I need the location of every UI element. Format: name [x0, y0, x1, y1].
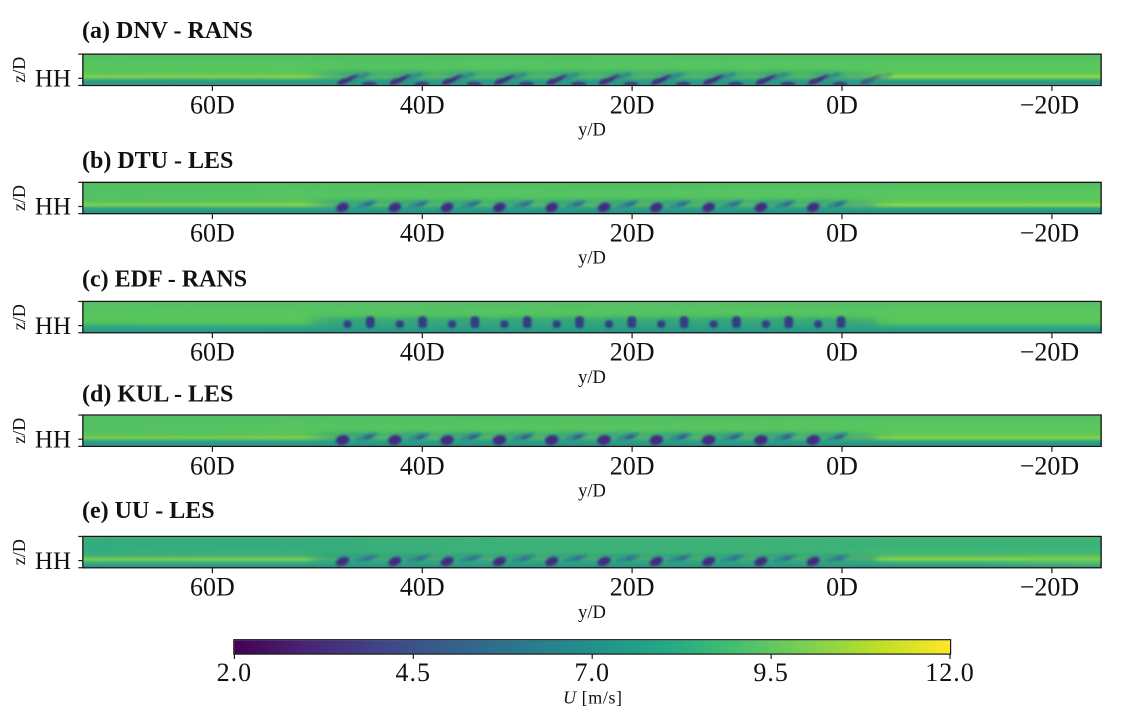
svg-text:7.0: 7.0 — [574, 658, 610, 687]
svg-text:60D: 60D — [190, 219, 235, 248]
svg-text:z/D: z/D — [9, 185, 29, 211]
svg-text:20D: 20D — [610, 573, 655, 602]
svg-text:0D: 0D — [826, 573, 858, 602]
svg-text:60D: 60D — [190, 90, 235, 119]
svg-text:z/D: z/D — [9, 304, 29, 330]
svg-text:y/D: y/D — [578, 603, 606, 623]
svg-text:20D: 20D — [610, 219, 655, 248]
svg-text:20D: 20D — [610, 451, 655, 480]
svg-text:−20D: −20D — [1020, 219, 1079, 248]
svg-text:HH: HH — [35, 548, 71, 575]
svg-text:−20D: −20D — [1020, 338, 1079, 367]
svg-text:40D: 40D — [400, 451, 445, 480]
svg-text:0D: 0D — [826, 90, 858, 119]
svg-text:(e) UU - LES: (e) UU - LES — [82, 498, 215, 524]
svg-text:60D: 60D — [190, 573, 235, 602]
svg-text:(a) DNV - RANS: (a) DNV - RANS — [82, 18, 253, 44]
svg-text:60D: 60D — [190, 451, 235, 480]
svg-text:HH: HH — [35, 66, 71, 93]
svg-text:U [m/s]: U [m/s] — [563, 687, 623, 707]
svg-text:0D: 0D — [826, 451, 858, 480]
svg-text:0D: 0D — [826, 338, 858, 367]
svg-text:z/D: z/D — [9, 57, 29, 83]
svg-text:40D: 40D — [400, 219, 445, 248]
svg-text:(d) KUL - LES: (d) KUL - LES — [82, 382, 233, 408]
svg-text:HH: HH — [35, 313, 71, 340]
svg-text:y/D: y/D — [578, 368, 606, 388]
svg-text:−20D: −20D — [1020, 90, 1079, 119]
svg-text:z/D: z/D — [9, 539, 29, 565]
svg-text:y/D: y/D — [578, 121, 606, 141]
svg-text:40D: 40D — [400, 90, 445, 119]
svg-text:40D: 40D — [400, 338, 445, 367]
svg-text:12.0: 12.0 — [925, 658, 975, 687]
svg-text:z/D: z/D — [9, 418, 29, 444]
svg-text:20D: 20D — [610, 338, 655, 367]
svg-text:−20D: −20D — [1020, 451, 1079, 480]
svg-text:40D: 40D — [400, 573, 445, 602]
svg-text:y/D: y/D — [578, 249, 606, 269]
svg-text:0D: 0D — [826, 219, 858, 248]
svg-text:4.5: 4.5 — [396, 658, 432, 687]
svg-text:−20D: −20D — [1020, 573, 1079, 602]
svg-text:HH: HH — [35, 194, 71, 221]
svg-text:60D: 60D — [190, 338, 235, 367]
svg-text:y/D: y/D — [578, 481, 606, 501]
svg-text:9.5: 9.5 — [753, 658, 789, 687]
svg-text:2.0: 2.0 — [217, 658, 253, 687]
svg-text:(b) DTU - LES: (b) DTU - LES — [82, 148, 233, 174]
svg-text:HH: HH — [35, 426, 71, 453]
svg-text:20D: 20D — [610, 90, 655, 119]
svg-text:(c) EDF - RANS: (c) EDF - RANS — [82, 267, 247, 293]
